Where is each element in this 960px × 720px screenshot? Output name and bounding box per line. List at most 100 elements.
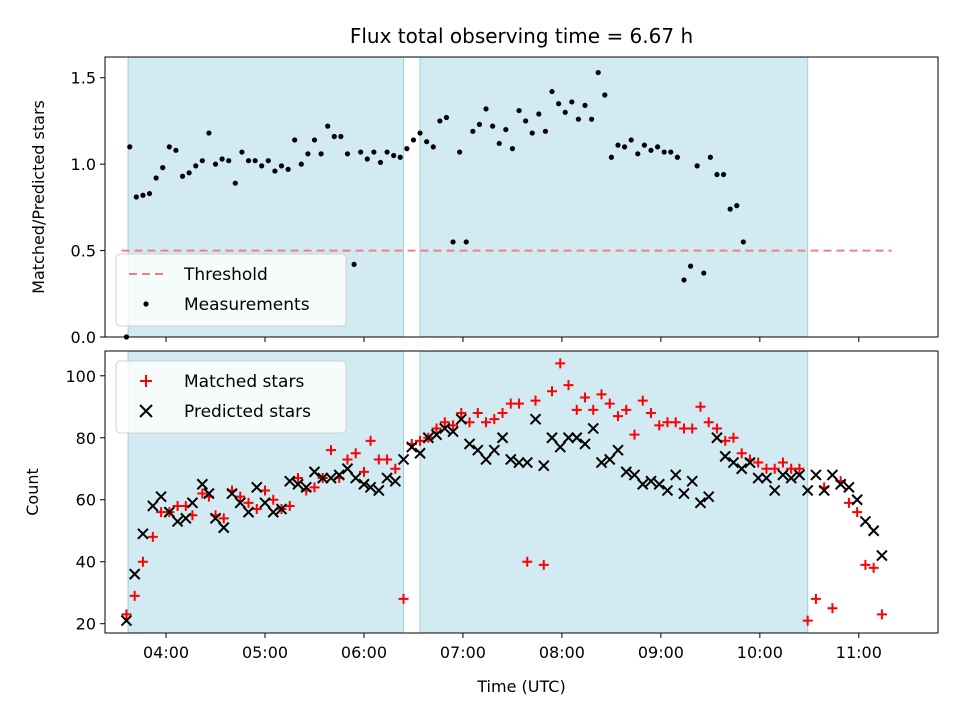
predicted-star-point xyxy=(513,456,525,469)
measurement-point xyxy=(602,92,608,98)
predicted-star-point xyxy=(834,478,847,490)
matched-star-point xyxy=(596,389,607,400)
measurement-point xyxy=(496,140,502,147)
legend-predicted-swatch xyxy=(139,404,153,418)
x-tick-label: 06:00 xyxy=(341,643,387,662)
measurement-point xyxy=(226,158,232,164)
matched-star-point xyxy=(358,466,369,477)
y-tick-label: 0.5 xyxy=(71,242,96,261)
measurement-point xyxy=(397,154,403,160)
legend: Matched stars Predicted stars xyxy=(115,360,347,434)
measurement-point xyxy=(740,239,746,245)
matched-star-point xyxy=(720,435,731,446)
matched-star-point xyxy=(325,445,336,456)
matched-star-point xyxy=(309,482,320,493)
measurement-point xyxy=(608,154,614,160)
matched-star-point xyxy=(547,386,558,397)
matched-star-point xyxy=(827,603,838,614)
matched-star-point xyxy=(218,513,229,524)
measurement-point xyxy=(199,158,205,164)
measurement-point xyxy=(153,175,159,181)
matched-star-point xyxy=(147,531,158,542)
y-tick-label: 100 xyxy=(65,367,96,386)
legend: Threshold Measurements xyxy=(115,253,347,327)
matched-star-point xyxy=(654,420,665,431)
measurement-point xyxy=(404,146,410,152)
predicted-star-point xyxy=(521,456,533,469)
predicted-star-point xyxy=(752,472,764,484)
predicted-star-point xyxy=(406,441,418,453)
measurement-point xyxy=(701,270,707,276)
predicted-star-point xyxy=(284,475,296,487)
measurement-point xyxy=(668,149,674,155)
predicted-star-point xyxy=(209,512,222,525)
matched-star-point xyxy=(292,473,303,484)
legend-box xyxy=(115,253,347,327)
measurement-point xyxy=(384,149,390,155)
matched-star-point xyxy=(695,401,706,412)
measurement-point xyxy=(265,158,271,164)
predicted-star-point xyxy=(196,478,209,490)
predicted-star-point xyxy=(867,525,880,537)
matched-star-point xyxy=(197,488,208,499)
predicted-star-point xyxy=(480,453,492,466)
matched-star-point xyxy=(129,590,140,601)
measurement-point xyxy=(391,152,397,159)
matched-star-point xyxy=(876,609,887,620)
predicted-star-point xyxy=(686,475,698,487)
predicted-star-point xyxy=(242,506,255,518)
matched-star-point xyxy=(243,497,254,508)
predicted-star-point xyxy=(186,497,199,509)
matched-star-point xyxy=(439,417,450,428)
predicted-star-point xyxy=(447,425,459,438)
measurement-point xyxy=(371,149,377,155)
measurement-point xyxy=(331,133,337,140)
measurement-point xyxy=(318,151,324,157)
predicted-star-point xyxy=(637,478,649,490)
predicted-star-point xyxy=(670,469,682,481)
measurement-point xyxy=(232,180,238,186)
predicted-star-point xyxy=(364,481,377,494)
predicted-star-point xyxy=(300,481,312,494)
matched-star-point xyxy=(472,407,483,418)
ratio-panel: 0.0 0.5 1.0 1.5 Threshold Measurements xyxy=(71,56,939,347)
predicted-star-point xyxy=(488,444,500,456)
measurement-point xyxy=(720,171,727,178)
predicted-star-point xyxy=(571,432,583,444)
matched-star-point xyxy=(637,395,648,406)
measurement-point xyxy=(661,149,667,155)
y-tick-label: 1.0 xyxy=(71,155,96,174)
predicted-star-point xyxy=(876,549,888,562)
measurement-point xyxy=(509,146,516,152)
legend-label: Matched stars xyxy=(184,372,304,392)
measurement-point xyxy=(127,144,133,150)
matched-star-point xyxy=(398,593,409,604)
predicted-star-point xyxy=(645,475,657,487)
matched-star-point xyxy=(810,593,821,604)
matched-star-point xyxy=(769,463,780,474)
predicted-star-point xyxy=(768,484,781,497)
measurement-point xyxy=(681,277,687,283)
predicted-star-point xyxy=(414,447,426,459)
measurement-point xyxy=(430,144,436,150)
predicted-star-point xyxy=(389,475,402,487)
predicted-star-point xyxy=(275,503,288,515)
measurement-point xyxy=(292,137,298,143)
measurement-point xyxy=(714,171,720,178)
predicted-star-point xyxy=(760,472,773,484)
predicted-star-point xyxy=(147,500,159,512)
measurement-point xyxy=(556,101,562,107)
matched-star-point xyxy=(121,609,132,620)
predicted-star-point xyxy=(439,422,451,435)
predicted-star-point xyxy=(587,422,599,435)
measurement-point xyxy=(694,163,700,169)
predicted-star-point xyxy=(604,453,616,466)
measurement-point xyxy=(674,154,680,160)
measurement-point xyxy=(377,159,384,166)
predicted-star-point xyxy=(171,515,184,528)
predicted-star-point xyxy=(308,466,321,478)
predicted-star-point xyxy=(381,472,393,484)
matched-star-point xyxy=(342,454,353,465)
measurement-point xyxy=(285,166,291,172)
